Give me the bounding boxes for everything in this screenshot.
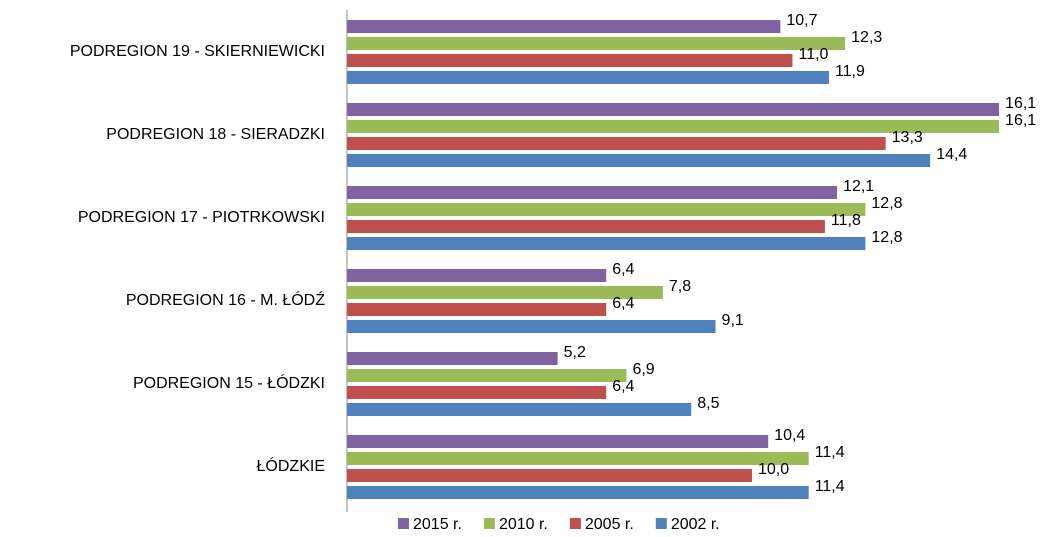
bar [347,37,846,50]
legend-swatch [569,518,581,529]
category-label: PODREGION 19 - SKIERNIEWICKI [70,43,325,60]
value-label: 6,4 [612,295,634,312]
bar [347,303,607,316]
bar [347,386,607,399]
value-label: 11,0 [799,46,829,63]
value-label: 16,1 [1005,95,1036,112]
bar [347,486,809,499]
value-label: 12,1 [843,178,874,195]
bar [347,54,793,67]
bar [347,71,829,84]
bar [347,286,663,299]
bar [347,186,838,199]
bar [347,352,558,365]
bar [347,203,866,216]
bar [347,435,769,448]
value-label: 6,4 [612,378,634,395]
value-label: 10,0 [758,461,789,478]
bar [347,154,931,167]
legend-label: 2010 r. [499,516,548,533]
bar [347,20,781,33]
value-label: 11,9 [835,63,865,80]
value-label: 14,4 [936,146,967,163]
value-label: 11,8 [831,212,861,229]
legend-label: 2005 r. [585,516,634,533]
legend-swatch [398,518,409,529]
value-label: 11,4 [815,444,845,461]
bar [347,469,752,482]
category-label: PODREGION 17 - PIOTRKOWSKI [78,209,325,226]
category-label: PODREGION 16 - M. ŁÓDŹ [126,290,325,309]
value-label: 12,8 [871,195,902,212]
bar [347,137,886,150]
bar [347,452,809,465]
legend-label: 2015 r. [413,516,462,533]
legend-swatch [483,518,495,529]
legend-swatch [655,518,667,529]
value-label: 6,4 [612,261,634,278]
category-label: PODREGION 15 - ŁÓDZKI [133,373,325,392]
value-label: 16,1 [1005,112,1036,129]
bar [347,237,866,250]
bar [347,320,716,333]
value-label: 12,8 [871,229,902,246]
bar [347,269,607,282]
category-label: ŁÓDZKIE [257,456,325,475]
value-label: 6,9 [632,361,654,378]
value-label: 10,7 [786,12,817,29]
value-label: 5,2 [564,344,586,361]
value-label: 8,5 [697,395,719,412]
value-label: 7,8 [669,278,691,295]
bar [347,369,627,382]
value-label: 11,4 [815,478,845,495]
bar [347,220,825,233]
value-label: 10,4 [774,427,805,444]
bar [347,403,692,416]
category-label: PODREGION 18 - SIERADZKI [106,126,325,143]
value-label: 12,3 [851,29,882,46]
bar [347,103,1000,116]
bar [347,120,1000,133]
value-label: 13,3 [892,129,923,146]
legend-label: 2002 r. [671,516,720,533]
value-label: 9,1 [722,312,744,329]
